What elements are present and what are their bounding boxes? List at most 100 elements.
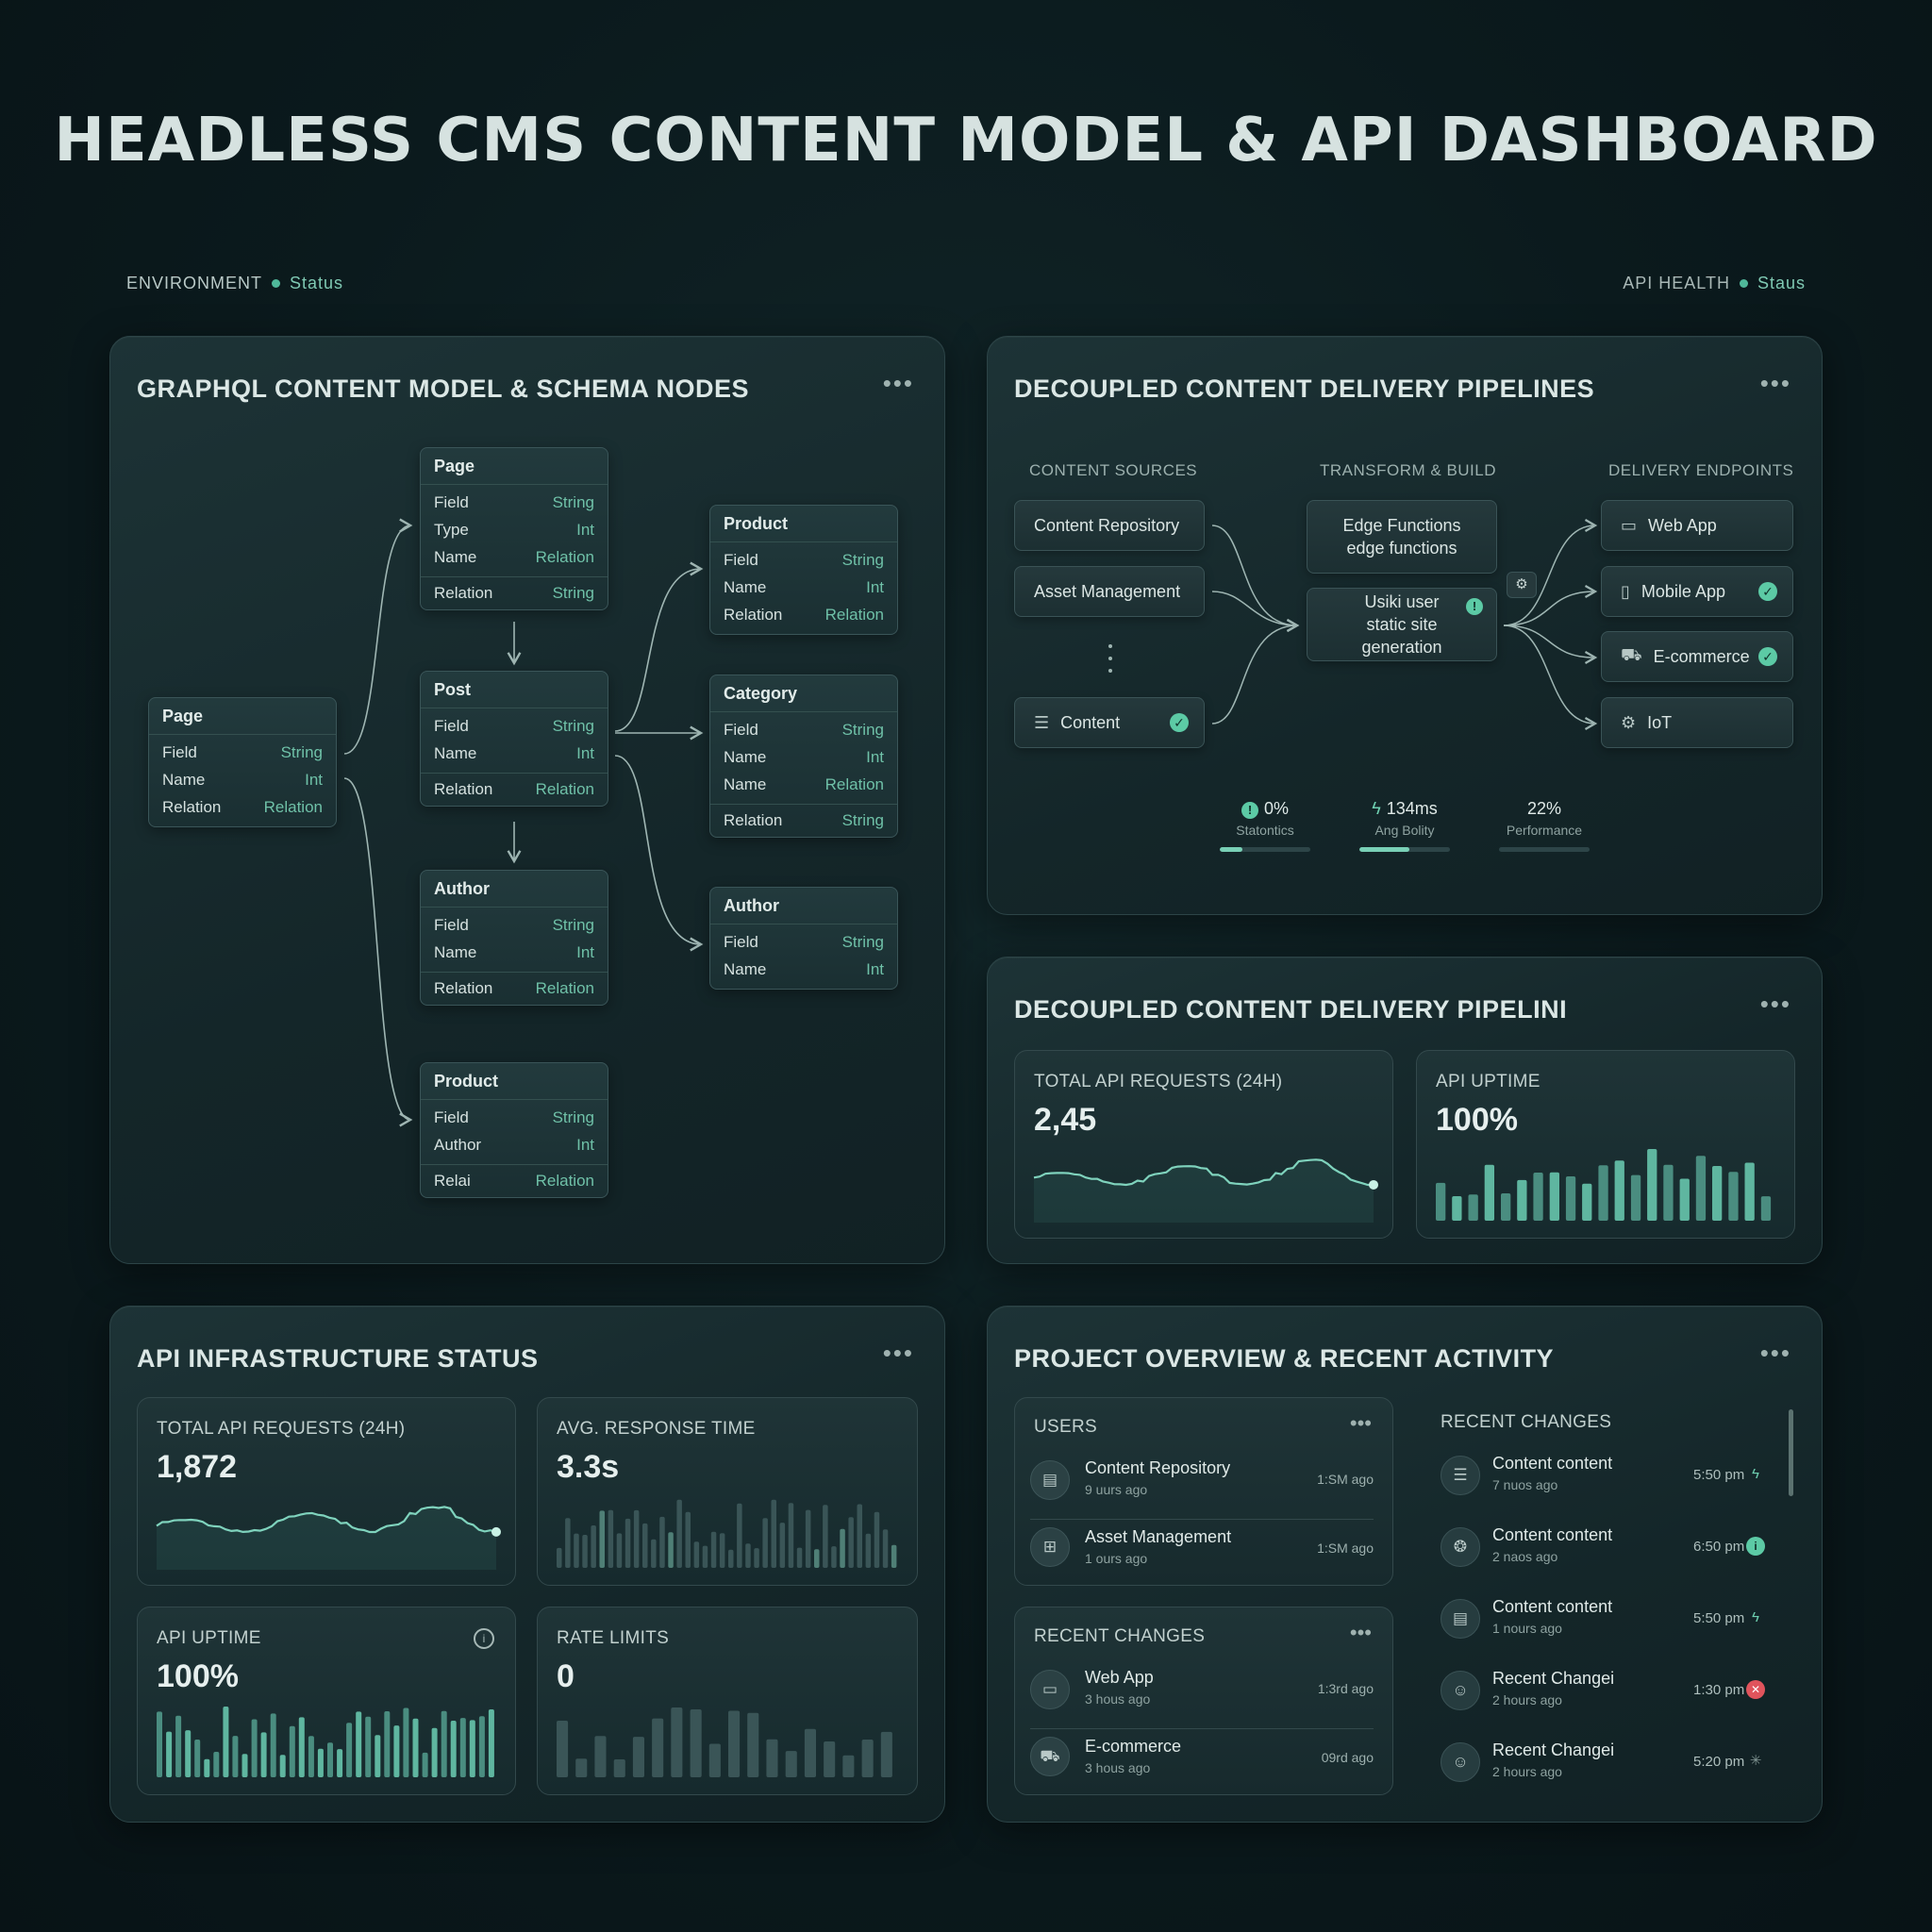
item-subtitle: 1 nours ago xyxy=(1492,1621,1562,1636)
transform-static-site-generation[interactable]: Usiki user static site generation ! xyxy=(1307,588,1497,661)
total-requests-card[interactable]: TOTAL API REQUESTS (24H) 2,45 xyxy=(1014,1050,1393,1239)
rate-limits-card[interactable]: RATE LIMITS 0 xyxy=(537,1607,918,1795)
more-options-icon[interactable]: ••• xyxy=(882,1339,914,1367)
info-icon[interactable]: i xyxy=(474,1628,494,1649)
chart-bar xyxy=(298,1717,305,1777)
chart-bar xyxy=(599,1510,605,1568)
endpoint-mobile-app[interactable]: ▯ Mobile App ✓ xyxy=(1601,566,1793,617)
more-options-icon[interactable]: ••• xyxy=(1759,990,1791,1018)
api-uptime-card[interactable]: API UPTIME 100% xyxy=(1416,1050,1795,1239)
card-label: RATE LIMITS xyxy=(557,1628,670,1648)
column-header-sources: CONTENT SOURCES xyxy=(1029,461,1198,479)
activity-item[interactable]: ☺ Recent Changei 2 hours ago 5:20 pm ✳ xyxy=(1441,1735,1780,1795)
activity-item[interactable]: ❂ Content content 2 naos ago 6:50 pm i xyxy=(1441,1520,1780,1580)
field-name: Name xyxy=(724,578,767,596)
activity-item[interactable]: ▤ Content content 1 nours ago 5:50 pm ϟ xyxy=(1441,1591,1780,1652)
chart-bar xyxy=(882,1529,889,1568)
chart-bar xyxy=(1517,1179,1527,1221)
activity-item[interactable]: ☺ Recent Changei 2 hours ago 1:30 pm ✕ xyxy=(1441,1663,1780,1724)
item-title: Content content xyxy=(1492,1454,1613,1473)
grid-icon: ⊞ xyxy=(1030,1527,1070,1567)
user-icon: ☺ xyxy=(1441,1671,1480,1710)
endpoint-iot[interactable]: ⚙ IoT xyxy=(1601,697,1793,748)
chart-bar xyxy=(613,1759,625,1777)
schema-node-page[interactable]: Page Field String Name Int Relation Relatio… xyxy=(148,697,337,827)
chart-bar xyxy=(289,1725,295,1777)
gear-icon[interactable]: ⚙ xyxy=(1507,572,1537,598)
sparkline-line xyxy=(156,1506,497,1534)
schema-node-author[interactable]: Author Field String Name Int xyxy=(709,887,898,990)
field-name: Field xyxy=(434,493,469,511)
source-label: Asset Management xyxy=(1034,581,1181,601)
schema-node-category[interactable]: Category Field String Name Int Name Relatio… xyxy=(709,675,898,838)
node-row: Name Int xyxy=(710,743,897,771)
chart-bar xyxy=(608,1509,614,1568)
total-requests-card[interactable]: TOTAL API REQUESTS (24H) 1,872 xyxy=(137,1397,516,1586)
schema-node-author[interactable]: Author Field String Name Int Relation Relat… xyxy=(420,870,608,1006)
chart-bar xyxy=(1598,1165,1608,1221)
source-content-repository[interactable]: Content Repository xyxy=(1014,500,1205,551)
more-options-icon[interactable]: ••• xyxy=(1759,1339,1791,1367)
metric-performance: 22% Performance xyxy=(1499,799,1590,852)
field-name: Field xyxy=(434,916,469,934)
more-options-icon[interactable]: ••• xyxy=(1349,1621,1372,1644)
chart-bar xyxy=(1695,1156,1707,1221)
status-dot-icon xyxy=(272,279,281,288)
sparkline-area xyxy=(157,1507,496,1570)
field-name: Field xyxy=(724,551,758,569)
list-item[interactable]: ▤ Content Repository 9 uurs ago 1:SM ago xyxy=(1030,1451,1374,1511)
node-title: Page xyxy=(421,448,608,485)
card-value: 3.3s xyxy=(557,1449,620,1485)
schema-node-product[interactable]: Product Field String Name Int Relation Rela… xyxy=(709,505,898,635)
monitor-icon: ▭ xyxy=(1030,1670,1070,1709)
source-asset-management[interactable]: Asset Management xyxy=(1014,566,1205,617)
item-time: 1:3rd ago xyxy=(1317,1681,1374,1696)
list-item[interactable]: ▭ Web App 3 hous ago 1:3rd ago xyxy=(1030,1660,1374,1721)
field-name: Name xyxy=(724,775,767,793)
source-content[interactable]: ☰ Content ✓ xyxy=(1014,697,1205,748)
schema-node-post[interactable]: Post Field String Name Int Relation Relatio… xyxy=(420,671,608,807)
activity-item[interactable]: ☰ Content content 7 nuos ago 5:50 pm ϟ xyxy=(1441,1448,1780,1508)
metric-statistics: ! 0% Statontics xyxy=(1220,799,1310,852)
more-options-icon[interactable]: ••• xyxy=(882,369,914,397)
chart-bar xyxy=(279,1755,286,1777)
list-item[interactable]: ⛟ E-commerce 3 hous ago 09rd ago xyxy=(1030,1728,1374,1790)
recent-changes-header: RECENT CHANGES xyxy=(1034,1626,1206,1646)
transform-edge-functions[interactable]: Edge Functions edge functions xyxy=(1307,500,1497,574)
list-item[interactable]: ⊞ Asset Management 1 ours ago 1:SM ago xyxy=(1030,1519,1374,1580)
chart-bar xyxy=(166,1731,173,1777)
page-title: HEADLESS CMS CONTENT MODEL & API DASHBOA… xyxy=(54,106,1878,175)
node-title: Product xyxy=(421,1063,608,1100)
node-row: Field String xyxy=(421,1104,608,1131)
schema-node-page[interactable]: Page Field String Type Int Name Relation Re… xyxy=(420,447,608,610)
more-options-icon[interactable]: ••• xyxy=(1759,369,1791,397)
field-type: Int xyxy=(576,1136,594,1154)
scrollbar[interactable] xyxy=(1789,1409,1793,1496)
field-name: Field xyxy=(724,721,758,739)
users-card: USERS ••• ▤ Content Repository 9 uurs ag… xyxy=(1014,1397,1393,1586)
endpoint-web-app[interactable]: ▭ Web App xyxy=(1601,500,1793,551)
chart-bar xyxy=(874,1511,880,1568)
schema-node-product[interactable]: Product Field String Author Int Relai Relat… xyxy=(420,1062,608,1198)
field-type: String xyxy=(841,721,884,739)
check-icon: ✓ xyxy=(1758,582,1777,601)
chart-bar xyxy=(651,1539,657,1568)
field-type: String xyxy=(841,551,884,569)
recent-changes-header: RECENT CHANGES xyxy=(1441,1412,1612,1432)
field-type: String xyxy=(841,811,884,829)
requests-sparkline xyxy=(156,1506,501,1570)
endpoint-ecommerce[interactable]: ⛟ E-commerce ✓ xyxy=(1601,631,1793,682)
field-name: Field xyxy=(434,717,469,735)
response-time-card[interactable]: AVG. RESPONSE TIME 3.3s xyxy=(537,1397,918,1586)
sparkline-end-dot xyxy=(491,1526,501,1537)
chart-bar xyxy=(412,1718,419,1777)
more-options-icon[interactable]: ••• xyxy=(1349,1411,1372,1435)
info-icon: i xyxy=(1746,1537,1765,1556)
info-icon: ! xyxy=(1466,598,1483,615)
transform-title: Usiki user xyxy=(1364,592,1440,611)
panel-title: DECOUPLED CONTENT DELIVERY PIPELINI xyxy=(1014,995,1568,1024)
api-uptime-card[interactable]: API UPTIME 100% i xyxy=(137,1607,516,1795)
chart-bar xyxy=(685,1511,691,1568)
card-label: API UPTIME xyxy=(1436,1072,1541,1091)
node-row: Relation String xyxy=(421,576,608,609)
